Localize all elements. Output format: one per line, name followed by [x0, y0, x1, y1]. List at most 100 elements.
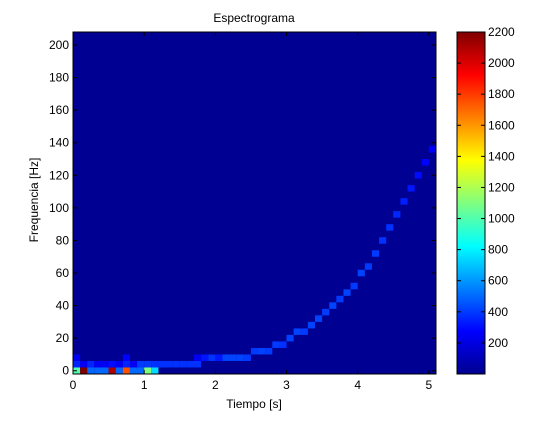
y-axis-ticks: 0 20 40 60 80 100 120 140 160 180 200 [49, 38, 436, 378]
heatmap-cell-ridge-24 [243, 354, 251, 361]
heatmap-cell-extra-2 [87, 367, 95, 374]
heatmap-cell-extra-10 [144, 367, 152, 374]
colorbar-tick-label-1: 400 [488, 305, 508, 319]
heatmap-cell-extra-11 [151, 367, 159, 374]
y-tick-label-5: 100 [49, 201, 69, 215]
plot-background [73, 32, 436, 374]
heatmap-cell-ridge-36 [329, 302, 337, 309]
heatmap-cell-ridge-27 [265, 347, 273, 355]
heatmap-cell-ridge-38 [343, 289, 351, 296]
heatmap-cell-ridge-14 [172, 360, 180, 368]
x-tick-label-1: 1 [141, 378, 148, 392]
colorbar-tick-label-9: 2000 [488, 56, 515, 70]
y-tick-label-2: 40 [56, 299, 70, 313]
x-axis-ticks: 0 1 2 3 4 5 [70, 32, 433, 392]
y-tick-label-3: 60 [56, 266, 70, 280]
heatmap-cell-ridge-35 [322, 308, 330, 316]
heatmap-cell-ridge-11 [151, 360, 159, 368]
y-tick-label-7: 140 [49, 136, 69, 150]
heatmap-cell-ridge-21 [222, 354, 230, 361]
colorbar-tick-label-0: 200 [488, 336, 508, 350]
heatmap-cell-ridge-2 [87, 360, 95, 368]
heatmap-cell-ridge-47 [407, 185, 415, 192]
heatmap-cell-ridge-40 [357, 269, 365, 277]
colorbar-tick-label-2: 600 [488, 274, 508, 288]
heatmap-cell-ridge-18 [201, 354, 209, 361]
heatmap-cell-extra-14 [194, 354, 202, 361]
colorbar-gradient [456, 31, 486, 375]
heatmap-cell-ridge-13 [165, 360, 173, 368]
colorbar: 200 400 600 800 1000 1200 1400 1600 1800 2000 2200 [456, 25, 515, 375]
heatmap-cell-extra-6 [115, 367, 123, 374]
heatmap-cell-ridge-19 [208, 354, 216, 361]
x-tick-label-3: 3 [283, 378, 290, 392]
heatmap-cell-ridge-48 [414, 172, 422, 179]
colorbar-tick-label-3: 800 [488, 243, 508, 257]
heatmap-cell-ridge-26 [258, 347, 266, 355]
heatmap-cell-ridge-28 [272, 341, 280, 348]
x-tick-label-2: 2 [212, 378, 219, 392]
colorbar-tick-label-8: 1800 [488, 87, 515, 101]
heatmap-cell-ridge-41 [364, 263, 372, 270]
colorbar-tick-label-7: 1600 [488, 118, 515, 132]
heatmap-cells [73, 146, 436, 374]
heatmap-cell-extra-7 [122, 367, 130, 374]
colorbar-ticks: 200 400 600 800 1000 1200 1400 1600 1800 2000 2200 [457, 25, 515, 350]
heatmap-cell-ridge-17 [194, 360, 202, 368]
heatmap-cell-ridge-22 [229, 354, 237, 361]
y-tick-label-9: 180 [49, 71, 69, 85]
heatmap-cell-extra-8 [129, 367, 138, 374]
x-tick-label-0: 0 [70, 378, 77, 392]
heatmap-cell-extra-9 [137, 367, 145, 374]
heatmap-cell-extra-5 [108, 367, 116, 374]
y-tick-label-6: 120 [49, 168, 69, 182]
heatmap-cell-ridge-16 [186, 360, 194, 368]
heatmap-cell-ridge-10 [144, 360, 152, 368]
colorbar-tick-label-4: 1000 [488, 212, 515, 226]
chart-title: Espectrograma [213, 11, 295, 25]
heatmap-cell-ridge-37 [336, 295, 344, 303]
x-tick-label-5: 5 [426, 378, 433, 392]
plot-area [72, 31, 437, 375]
heatmap-cell-ridge-34 [315, 315, 323, 322]
heatmap-cell-extra-13 [122, 354, 130, 361]
heatmap-cell-ridge-49 [421, 159, 429, 166]
y-tick-label-4: 80 [56, 233, 70, 247]
heatmap-cell-ridge-25 [250, 347, 259, 355]
heatmap-cell-ridge-46 [400, 198, 408, 205]
x-tick-label-4: 4 [354, 378, 361, 392]
heatmap-cell-ridge-4 [101, 360, 109, 368]
heatmap-cell-ridge-44 [386, 224, 394, 231]
y-tick-label-10: 200 [49, 38, 69, 52]
heatmap-cell-ridge-7 [122, 360, 130, 368]
heatmap-cell-ridge-20 [215, 354, 223, 361]
heatmap-cell-ridge-30 [286, 334, 294, 342]
heatmap-cell-ridge-8 [129, 360, 138, 368]
heatmap-cell-ridge-9 [137, 360, 145, 368]
y-tick-label-0: 0 [62, 364, 69, 378]
colorbar-tick-label-6: 1400 [488, 149, 515, 163]
heatmap-cell-ridge-50 [428, 146, 436, 153]
heatmap-cell-extra-1 [80, 367, 88, 374]
y-tick-label-8: 160 [49, 103, 69, 117]
heatmap-cell-extra-4 [101, 367, 109, 374]
heatmap-cell-extra-12 [73, 354, 81, 361]
heatmap-cell-ridge-6 [115, 360, 123, 368]
heatmap-cell-ridge-31 [293, 328, 301, 335]
colorbar-tick-label-5: 1200 [488, 180, 515, 194]
y-axis-label: Frequencia [Hz] [27, 158, 41, 243]
heatmap-cell-extra-3 [94, 367, 102, 374]
heatmap-cell-ridge-15 [179, 360, 187, 368]
heatmap-cell-ridge-23 [236, 354, 244, 361]
y-tick-label-1: 20 [56, 331, 70, 345]
heatmap-cell-ridge-33 [307, 321, 315, 329]
heatmap-cell-ridge-42 [371, 250, 380, 257]
heatmap-cell-ridge-12 [158, 360, 166, 368]
x-axis-label: Tiempo [s] [226, 397, 282, 411]
heatmap-cell-ridge-3 [94, 360, 102, 368]
heatmap-cell-ridge-1 [80, 360, 88, 368]
heatmap-cell-ridge-32 [300, 328, 308, 335]
heatmap-cell-ridge-0 [73, 360, 81, 368]
